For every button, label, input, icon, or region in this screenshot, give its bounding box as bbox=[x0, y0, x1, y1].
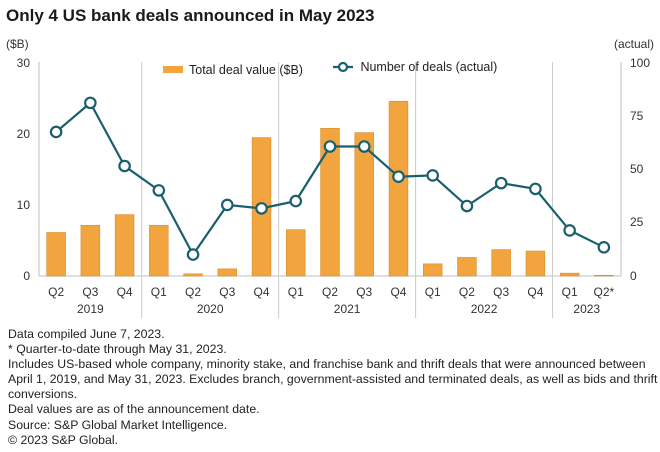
svg-text:10: 10 bbox=[17, 198, 31, 212]
svg-text:Q1: Q1 bbox=[288, 285, 304, 299]
svg-text:Q2*: Q2* bbox=[594, 285, 615, 299]
svg-text:2022: 2022 bbox=[471, 302, 498, 316]
svg-text:2019: 2019 bbox=[77, 302, 104, 316]
svg-text:Q4: Q4 bbox=[390, 285, 406, 299]
svg-text:Q1: Q1 bbox=[562, 285, 578, 299]
svg-text:Q1: Q1 bbox=[151, 285, 167, 299]
svg-text:Q3: Q3 bbox=[82, 285, 98, 299]
svg-text:Q1: Q1 bbox=[425, 285, 441, 299]
svg-text:Q2: Q2 bbox=[185, 285, 201, 299]
svg-text:2020: 2020 bbox=[197, 302, 224, 316]
svg-text:25: 25 bbox=[630, 215, 644, 229]
svg-text:0: 0 bbox=[23, 269, 30, 283]
svg-text:100: 100 bbox=[630, 56, 650, 70]
svg-text:30: 30 bbox=[17, 56, 31, 70]
svg-text:0: 0 bbox=[630, 269, 637, 283]
svg-text:Q2: Q2 bbox=[322, 285, 338, 299]
svg-text:2021: 2021 bbox=[334, 302, 361, 316]
svg-text:Q3: Q3 bbox=[219, 285, 235, 299]
svg-text:75: 75 bbox=[630, 109, 644, 123]
svg-text:20: 20 bbox=[17, 127, 31, 141]
svg-text:50: 50 bbox=[630, 162, 644, 176]
svg-text:Q4: Q4 bbox=[254, 285, 270, 299]
svg-text:Q4: Q4 bbox=[117, 285, 133, 299]
svg-text:Q4: Q4 bbox=[527, 285, 543, 299]
svg-text:Q2: Q2 bbox=[459, 285, 475, 299]
svg-text:2023: 2023 bbox=[573, 302, 600, 316]
svg-text:Q2: Q2 bbox=[48, 285, 64, 299]
svg-text:Q3: Q3 bbox=[356, 285, 372, 299]
svg-text:Q3: Q3 bbox=[493, 285, 509, 299]
